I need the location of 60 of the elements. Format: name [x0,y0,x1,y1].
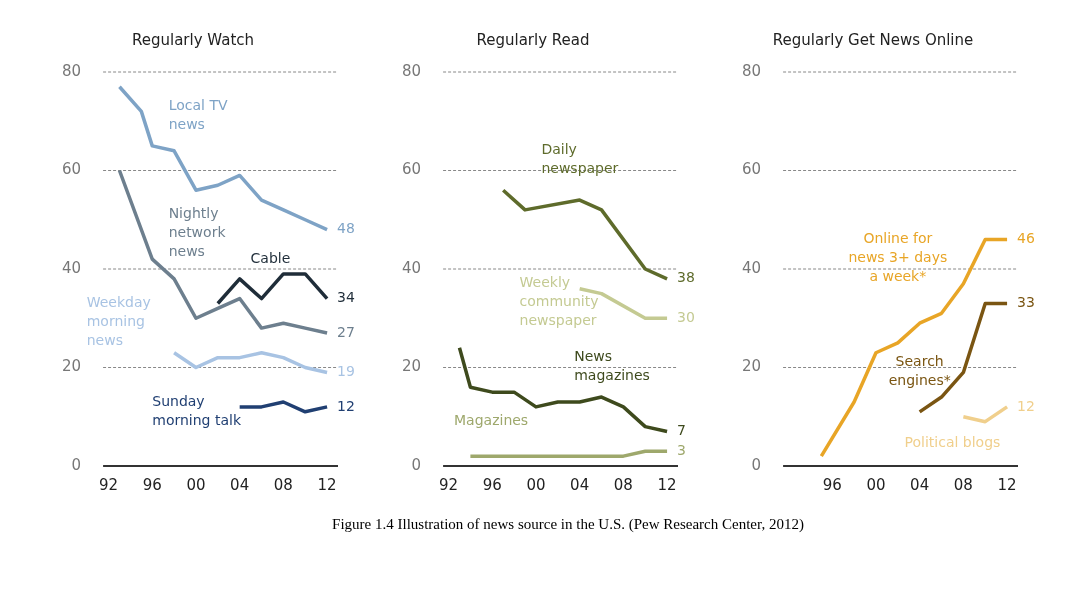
y-tick-label: 80 [61,61,82,80]
series-label: Local TV news [168,97,228,133]
y-tick-label: 0 [411,455,422,474]
y-tick-label: 40 [741,258,762,277]
y-tick-label: 40 [61,258,82,277]
data-label: 38 [677,269,695,286]
chart-title: Regularly Get News Online [772,30,974,49]
x-tick-label: 08 [613,475,633,494]
data-label: 19 [337,363,355,380]
series-label: News magazines [574,348,650,384]
y-tick-label: 80 [741,61,762,80]
y-tick-label: 60 [61,160,82,179]
series-label: Magazines [454,412,529,429]
x-tick-label: 92 [99,475,119,494]
data-label: 7 [677,422,686,439]
y-tick-label: 20 [401,357,422,376]
x-tick-label: 96 [822,475,842,494]
x-tick-label: 96 [142,475,162,494]
x-tick-label: 00 [186,475,206,494]
data-label: 34 [337,289,355,306]
series-label: Weekly community newspaper [519,274,599,329]
y-tick-label: 0 [751,455,762,474]
x-tick-label: 12 [657,475,677,494]
data-label: 12 [1017,397,1035,414]
x-tick-label: 12 [997,475,1017,494]
x-tick-label: 00 [866,475,886,494]
x-tick-label: 04 [910,475,930,494]
series-label: Nightly network news [168,205,227,260]
x-tick-label: 08 [273,475,293,494]
text: Daily newspaper [541,141,619,177]
chart-title: Regularly Read [476,30,590,49]
series-label: Cable [250,249,291,266]
series-label: Online for news 3+ days a week* [848,230,948,285]
series-label: Political blogs [904,434,1001,451]
series-label: Weekday morning news [86,294,151,349]
data-label: 33 [1017,294,1035,311]
series-label: Search engines* [888,353,951,389]
x-tick-label: 96 [482,475,502,494]
data-label: 46 [1017,230,1035,247]
data-label: 27 [337,323,355,340]
y-tick-label: 20 [741,357,762,376]
data-label: 12 [337,397,355,414]
y-tick-label: 40 [401,258,422,277]
y-tick-label: 60 [741,160,762,179]
x-tick-label: 00 [526,475,546,494]
x-tick-label: 12 [317,475,337,494]
x-tick-label: 92 [439,475,459,494]
x-tick-label: 04 [570,475,590,494]
x-tick-label: 08 [953,475,973,494]
chart-title: Regularly Watch [131,30,255,49]
data-label: 48 [337,220,355,237]
y-tick-label: 20 [61,357,82,376]
y-tick-label: 80 [401,61,422,80]
data-label: 30 [677,308,695,325]
series-label: Sunday morning talk [152,392,242,428]
caption: Figure 1.4 Illustration of news source in the U.S. (Pew Research Center, 2012) [331,516,805,533]
y-tick-label: 0 [71,455,82,474]
y-tick-label: 60 [401,160,422,179]
x-tick-label: 04 [230,475,250,494]
data-label: 3 [677,441,686,458]
